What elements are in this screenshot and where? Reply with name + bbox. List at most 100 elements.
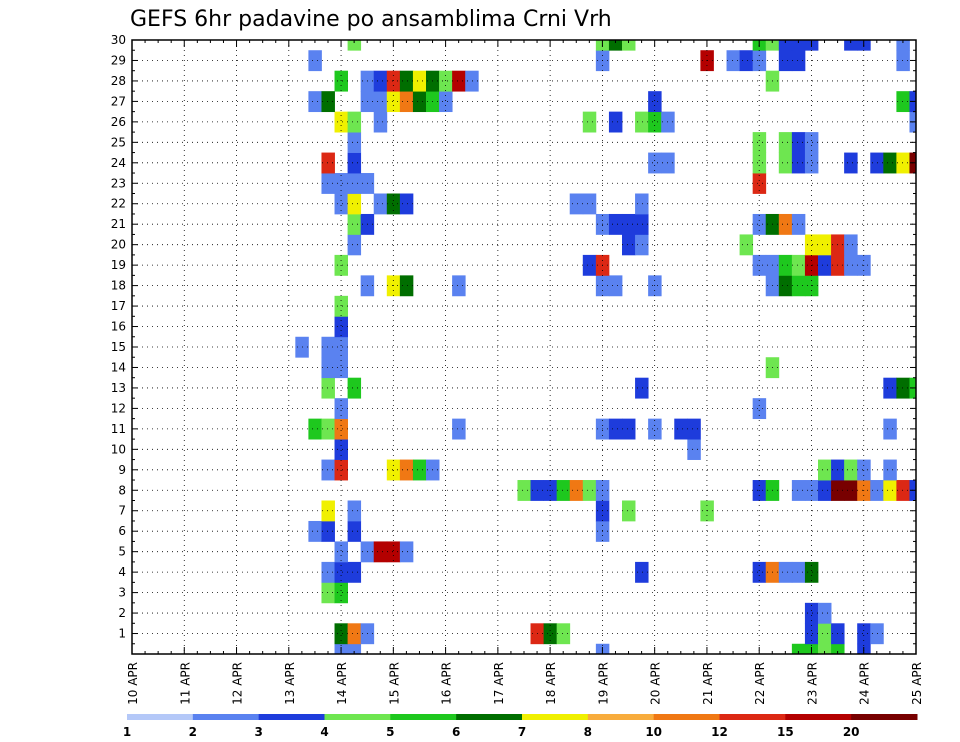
- heatmap-cell: [308, 520, 322, 542]
- heatmap-cell: [778, 50, 793, 72]
- heatmap-cell: [399, 275, 414, 297]
- heatmap-cell: [373, 541, 388, 563]
- y-tick-label: 28: [111, 74, 126, 88]
- heatmap-cell: [648, 91, 662, 113]
- heatmap-cell: [791, 561, 806, 583]
- heatmap-cell: [321, 520, 335, 542]
- colorbar-swatch: [127, 714, 194, 720]
- x-tick-label: 15 APR: [387, 662, 401, 705]
- y-tick-label: 6: [118, 524, 126, 538]
- heatmap-cell: [791, 132, 806, 153]
- x-tick-label: 24 APR: [858, 662, 872, 705]
- heatmap-cell: [844, 480, 858, 501]
- x-tick-label: 11 APR: [178, 662, 192, 705]
- colorbar-label: 12: [711, 725, 728, 739]
- heatmap-cell: [334, 316, 348, 338]
- colorbar-label: 6: [452, 725, 460, 739]
- heatmap-cell: [804, 234, 819, 256]
- heatmap-cell: [674, 418, 688, 440]
- heatmap-cell: [373, 193, 388, 215]
- y-tick-label: 27: [111, 94, 126, 108]
- heatmap-cell: [439, 91, 453, 113]
- colorbar-label: 1: [123, 725, 131, 739]
- heatmap-cell: [399, 193, 414, 215]
- y-tick-label: 16: [111, 320, 126, 334]
- heatmap-cell: [321, 357, 335, 379]
- heatmap-cell: [582, 480, 597, 501]
- colorbar-label: 2: [189, 725, 197, 739]
- heatmap-cell: [334, 336, 348, 358]
- heatmap-cell: [321, 459, 335, 481]
- gridlines: [132, 40, 916, 654]
- heatmap-cell: [687, 439, 701, 460]
- heatmap-cell: [308, 418, 322, 440]
- y-tick-label: 30: [111, 33, 126, 47]
- heatmap-cell: [818, 254, 832, 276]
- heatmap-cell: [334, 561, 348, 583]
- y-axis: 1234567891011121314151617181920212223242…: [111, 33, 916, 645]
- heatmap-cell: [791, 213, 806, 235]
- heatmap-cell: [517, 480, 531, 501]
- y-tick-label: 18: [111, 279, 126, 293]
- heatmap-cell: [635, 561, 649, 583]
- heatmap-cell: [857, 623, 871, 645]
- heatmap-cell: [556, 480, 571, 501]
- heatmap-cell: [399, 91, 414, 113]
- heatmap-cell: [804, 623, 819, 645]
- heatmap-cell: [321, 500, 335, 522]
- heatmap-cell: [778, 561, 793, 583]
- heatmap-cell: [752, 561, 767, 583]
- heatmap-cell: [334, 111, 348, 133]
- colorbar-swatch: [587, 714, 655, 720]
- heatmap-cell: [582, 193, 597, 215]
- x-tick-label: 16 APR: [440, 662, 454, 705]
- heatmap-cell: [608, 40, 623, 51]
- heatmap-cell: [334, 357, 348, 379]
- heatmap-cell: [804, 561, 819, 583]
- colorbar-label: 3: [254, 725, 262, 739]
- heatmap-cell: [465, 70, 479, 92]
- colorbar-label: 20: [843, 725, 860, 739]
- heatmap-cell: [648, 418, 662, 440]
- colorbar-label: 15: [777, 725, 794, 739]
- heatmap-cell: [373, 70, 388, 92]
- x-tick-label: 19 APR: [596, 662, 610, 705]
- heatmap-cell: [635, 111, 649, 133]
- heatmap-cell: [739, 50, 754, 72]
- colorbar-swatch: [653, 714, 720, 720]
- colorbar-swatch: [456, 714, 523, 720]
- heatmap-cell: [883, 480, 897, 501]
- heatmap-cell: [399, 459, 414, 481]
- y-tick-label: 5: [118, 545, 126, 559]
- heatmap-cell: [347, 132, 362, 153]
- colorbar-label: 7: [518, 725, 526, 739]
- heatmap-cell: [818, 623, 832, 645]
- heatmap-cell: [622, 213, 636, 235]
- y-tick-label: 3: [118, 586, 126, 600]
- heatmap-cell: [804, 152, 819, 174]
- colorbar-swatch: [851, 714, 918, 720]
- colorbar-label: 4: [320, 725, 328, 739]
- heatmap-cell: [622, 418, 636, 440]
- heatmap-cell: [347, 213, 362, 235]
- heatmap-cell: [804, 132, 819, 153]
- heatmap-cell: [412, 70, 427, 92]
- y-tick-label: 4: [118, 565, 126, 579]
- x-tick-label: 23 APR: [805, 662, 819, 705]
- x-tick-label: 14 APR: [335, 662, 349, 705]
- heatmap-cell: [347, 643, 362, 655]
- heatmap-cell: [635, 193, 649, 215]
- y-tick-label: 24: [111, 156, 126, 170]
- heatmap-cell: [818, 602, 832, 624]
- x-axis: 10 APR 11 APR 12 APR 13 APR 14 APR 15 APR 16 A…: [126, 40, 924, 705]
- heatmap-cell: [831, 643, 845, 655]
- heatmap-cell: [347, 520, 362, 542]
- heatmap-cell: [386, 541, 401, 563]
- heatmap-cell: [844, 234, 858, 256]
- heatmap-cell: [347, 561, 362, 583]
- heatmap-cell: [386, 193, 401, 215]
- heatmap-cell: [778, 152, 793, 174]
- heatmap-cell: [778, 40, 793, 51]
- heatmap-cell: [818, 643, 832, 655]
